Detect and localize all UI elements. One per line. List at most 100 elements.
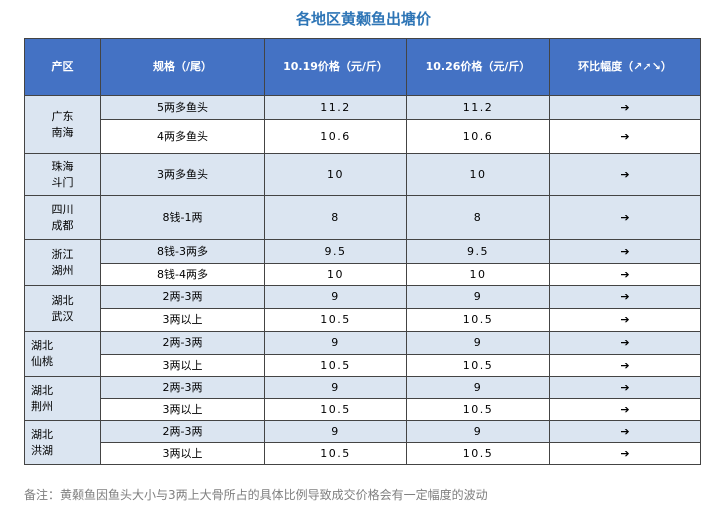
- cell-text: 5两多鱼头: [157, 100, 208, 114]
- cell-text: 8: [473, 210, 483, 224]
- cell-text: 3两以上: [162, 358, 203, 372]
- price-cell: 11.2: [406, 95, 550, 120]
- change-cell: ➔: [549, 308, 701, 332]
- region-cell: 四川 成都: [24, 195, 101, 240]
- cell-text: ➔: [620, 358, 630, 372]
- spec-cell: 8钱-4两多: [100, 263, 265, 286]
- spec-cell: 5两多鱼头: [100, 95, 265, 120]
- spec-cell: 8钱-1两: [100, 195, 265, 240]
- cell-text: 荆州: [31, 399, 53, 413]
- price-cell: 9: [264, 420, 407, 443]
- cell-text: 9: [331, 336, 340, 349]
- cell-text: 四川: [51, 202, 74, 216]
- region-cell: 珠海 斗门: [24, 153, 101, 196]
- region-cell: 广东 南海: [24, 95, 101, 154]
- change-cell: ➔: [549, 119, 701, 154]
- cell-text: ➔: [620, 446, 630, 460]
- cell-text: 10.5: [320, 358, 351, 372]
- table-row: 湖北 洪湖 2两-3两 9 9 ➔: [24, 420, 701, 465]
- header-cell: 10.19价格（元/斤）: [264, 38, 407, 96]
- cell-text: ➔: [620, 424, 630, 438]
- cell-text: 广东: [51, 109, 74, 123]
- change-cell: ➔: [549, 95, 701, 120]
- price-cell: 10.6: [406, 119, 550, 154]
- cell-text: （元/斤）: [482, 60, 531, 73]
- table-row: 湖北 武汉 2两-3两 9 9 ➔: [24, 285, 701, 332]
- cell-text: 环比幅度: [578, 60, 623, 73]
- cell-text: ➔: [620, 267, 630, 281]
- cell-text: 10: [327, 167, 344, 181]
- cell-text: 11.2: [320, 100, 351, 114]
- cell-text: 9: [331, 290, 340, 303]
- change-cell: ➔: [549, 398, 701, 421]
- cell-text: 规格（/尾）: [152, 60, 213, 73]
- change-cell: ➔: [549, 354, 701, 377]
- price-cell: 10: [264, 263, 407, 286]
- cell-text: 成都: [51, 218, 74, 232]
- cell-text: 10.6: [462, 129, 494, 143]
- change-cell: ➔: [549, 153, 701, 196]
- cell-text: 9: [473, 380, 483, 394]
- cell-text: 浙江: [51, 247, 74, 261]
- spec-cell: 4两多鱼头: [100, 119, 265, 154]
- price-cell: 10: [264, 153, 407, 196]
- table-row: 3两以上 10.5 10.5 ➔: [25, 442, 701, 465]
- cell-text: ➔: [620, 402, 630, 416]
- note: 备注：黄颡鱼因鱼头大小与3两上大骨所占的具体比例导致成交价格会有一定幅度的波动: [24, 488, 488, 502]
- spec-cell: 2两-3两: [100, 285, 265, 309]
- cell-text: 8钱-4两多: [157, 267, 208, 281]
- cell-text: 8钱-1两: [162, 210, 203, 224]
- change-cell: ➔: [549, 285, 701, 309]
- price-cell: 10.5: [406, 308, 550, 332]
- cell-text: ➔: [620, 167, 630, 181]
- cell-text: 产区: [51, 60, 74, 73]
- cell-text: 洪湖: [31, 443, 53, 457]
- cell-text: 9.5: [467, 244, 489, 258]
- cell-text: 10.5: [462, 446, 494, 460]
- cell-text: 湖北: [31, 339, 53, 352]
- spec-cell: 3两以上: [100, 308, 265, 332]
- change-cell: ➔: [549, 239, 701, 264]
- cell-text: 2两-3两: [162, 380, 203, 394]
- region-cell: 湖北 仙桃: [24, 331, 101, 377]
- change-cell: ➔: [549, 263, 701, 286]
- cell-text: 10.5: [320, 313, 351, 326]
- cell-text: 3两以上: [162, 402, 203, 416]
- change-cell: ➔: [549, 195, 701, 240]
- cell-text: 10.6: [320, 129, 351, 143]
- price-cell: 10: [406, 263, 550, 286]
- region-cell: 湖北 洪湖: [24, 420, 101, 465]
- table-row: 珠海 斗门 3两多鱼头 10 10 ➔: [24, 153, 701, 196]
- change-cell: ➔: [549, 442, 701, 465]
- price-cell: 8: [264, 195, 407, 240]
- cell-text: 10: [327, 267, 344, 281]
- price-cell: 9: [406, 420, 550, 443]
- cell-text: 10.26价格: [425, 60, 483, 73]
- cell-text: 2两-3两: [162, 290, 203, 303]
- table-body: 广东 南海 5两多鱼头 11.2 11.2 ➔ 4两多鱼头 10.6 10.6 ➔ 珠海 斗门 3两多鱼…: [24, 95, 701, 465]
- spec-cell: 3两以上: [100, 398, 265, 421]
- cell-text: 8: [331, 210, 340, 224]
- change-cell: ➔: [549, 420, 701, 443]
- price-cell: 10.5: [406, 398, 550, 421]
- cell-text: ➔: [620, 380, 630, 394]
- cell-text: 2两-3两: [162, 424, 203, 438]
- spec-cell: 2两-3两: [100, 376, 265, 399]
- cell-text: ➔: [620, 244, 630, 258]
- table-row: 3两以上 10.5 10.5 ➔: [25, 308, 701, 332]
- cell-text: 10.5: [462, 358, 494, 372]
- price-cell: 9: [264, 376, 407, 399]
- region-cell: 浙江 湖州: [24, 239, 101, 286]
- spec-cell: 3两多鱼头: [100, 153, 265, 196]
- spec-cell: 2两-3两: [100, 331, 265, 355]
- cell-text: 3两以上: [162, 446, 203, 460]
- cell-text: ➔: [620, 100, 630, 114]
- cell-text: 湖州: [51, 263, 74, 277]
- spec-cell: 3两以上: [100, 442, 265, 465]
- cell-text: 斗门: [51, 175, 74, 189]
- cell-text: 4两多鱼头: [157, 129, 208, 143]
- price-cell: 10: [406, 153, 550, 196]
- cell-text: 10.5: [462, 313, 494, 326]
- cell-text: 武汉: [51, 309, 74, 323]
